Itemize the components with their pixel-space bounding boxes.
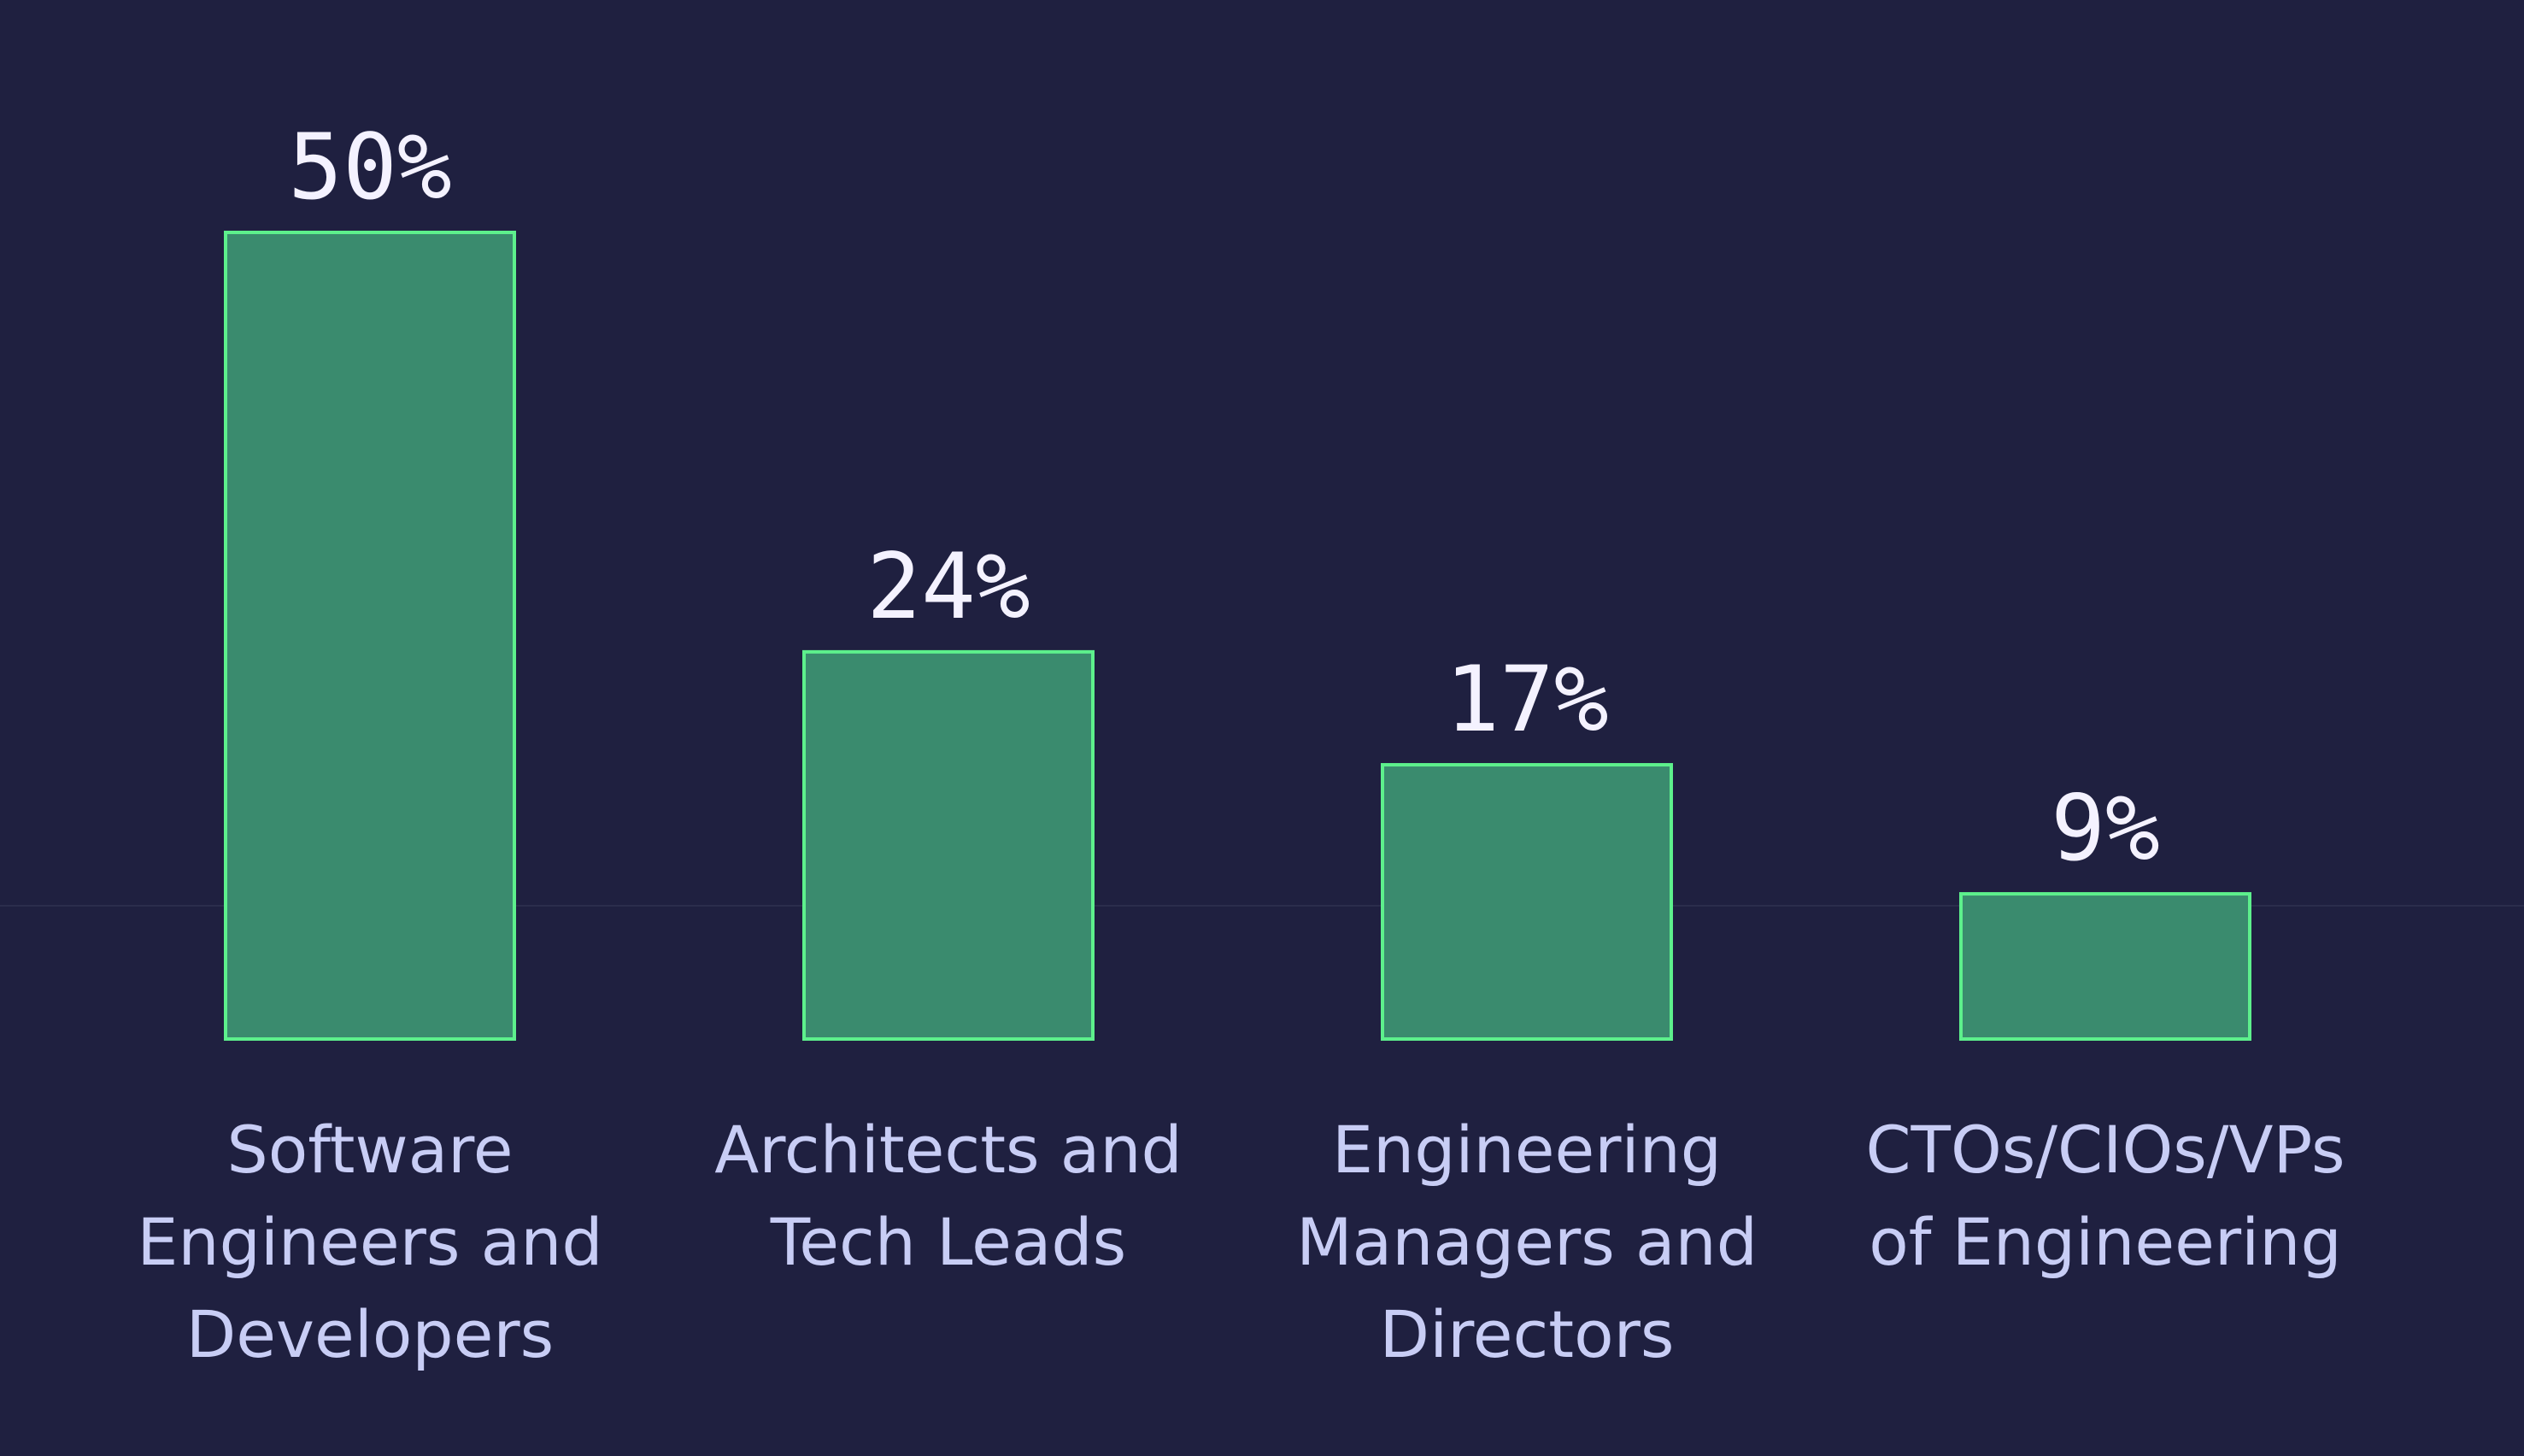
category-label-line: Engineering bbox=[1332, 1112, 1722, 1188]
category-label-0: Software Engineers and Developers bbox=[137, 1112, 602, 1372]
category-label-1: Architects and Tech Leads bbox=[714, 1112, 1183, 1280]
category-label-line: of Engineering bbox=[1869, 1204, 2341, 1280]
data-label-1: 24% bbox=[866, 534, 1030, 639]
bars-group bbox=[224, 231, 2251, 1041]
category-label-line: Managers and bbox=[1296, 1204, 1758, 1280]
bar-3 bbox=[1959, 892, 2251, 1041]
category-label-2: Engineering Managers and Directors bbox=[1296, 1112, 1758, 1372]
category-label-line: Architects and bbox=[714, 1112, 1183, 1188]
category-label-line: Engineers and bbox=[137, 1204, 602, 1280]
value-labels-group: 50% 24% 17% 9% bbox=[288, 114, 2160, 881]
category-label-line: CTOs/CIOs/VPs bbox=[1865, 1112, 2345, 1188]
category-label-3: CTOs/CIOs/VPs of Engineering bbox=[1865, 1112, 2345, 1280]
bar-1 bbox=[802, 649, 1095, 1041]
data-label-2: 17% bbox=[1445, 647, 1608, 752]
category-label-line: Developers bbox=[186, 1296, 554, 1372]
category-label-line: Directors bbox=[1380, 1296, 1675, 1372]
bar-2 bbox=[1381, 763, 1673, 1041]
category-label-line: Software bbox=[226, 1112, 513, 1188]
category-label-line: Tech Leads bbox=[770, 1204, 1127, 1280]
data-label-0: 50% bbox=[288, 114, 451, 220]
data-label-3: 9% bbox=[2051, 776, 2160, 881]
category-labels-group: Software Engineers and Developers Architect… bbox=[137, 1112, 2345, 1372]
bar-0 bbox=[224, 231, 516, 1041]
